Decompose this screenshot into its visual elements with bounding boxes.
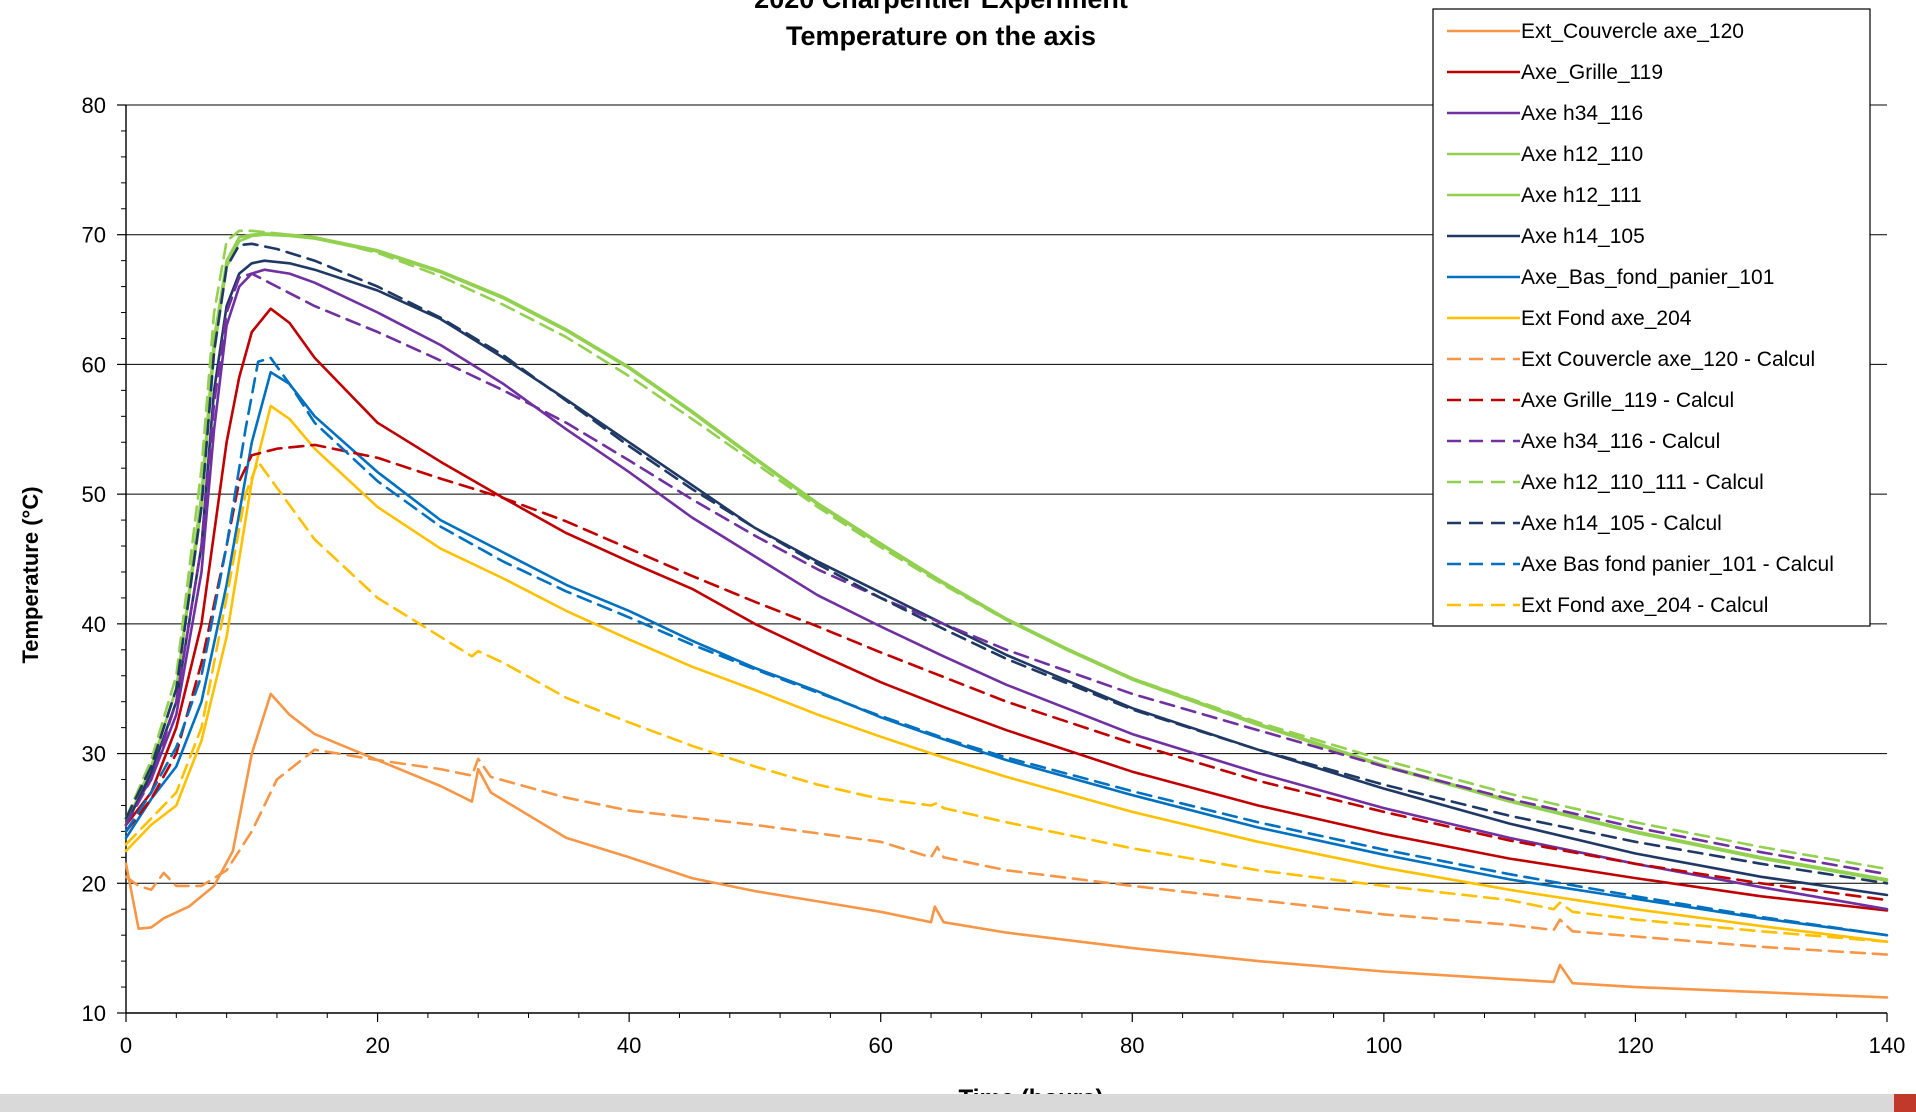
legend-label: Axe h12_111 [1521,184,1642,207]
y-tick-label: 20 [82,871,106,896]
series-line-9 [124,748,1889,956]
chart-title-top: 2020 Charpentier Experiment [754,0,1128,14]
series-line-14 [124,356,1889,937]
legend-label: Axe Bas fond panier_101 - Calcul [1521,553,1834,576]
x-tick-label: 40 [617,1033,641,1058]
x-tick-label: 140 [1869,1033,1906,1058]
series-line-12 [124,229,1889,871]
x-tick-label: 0 [120,1033,132,1058]
legend-label: Ext Fond axe_204 [1521,307,1692,330]
series-line-2 [124,307,1889,912]
footer-bar [0,1094,1916,1112]
y-tick-label: 80 [82,93,106,118]
series-line-10 [124,443,1889,902]
legend-label: Axe h14_105 [1521,225,1645,248]
y-tick-label: 60 [82,352,106,377]
y-tick-label: 10 [82,1001,106,1026]
x-tick-label: 80 [1120,1033,1144,1058]
x-tick-label: 120 [1617,1033,1654,1058]
x-tick-label: 100 [1365,1033,1402,1058]
legend-label: Axe h12_110_111 - Calcul [1521,471,1764,494]
y-tick-label: 70 [82,223,106,248]
legend-label: Ext_Couvercle axe_120 [1521,20,1744,43]
series-lines [124,229,1889,999]
y-axis-label: Temperature (°C) [18,486,43,663]
footer-accent [1894,1094,1916,1112]
series-line-11 [124,272,1889,876]
series-line-1 [124,692,1889,999]
axes: 10 20 30 40 50 60 70 80 0 20 40 60 80 100 120 140 [82,93,1906,1058]
y-tick-label: 50 [82,482,106,507]
chart-title: Temperature on the axis [786,21,1096,51]
series-line-13 [124,242,1889,885]
legend-label: Axe_Grille_119 [1521,61,1663,84]
legend-label: Axe_Bas_fond_panier_101 [1521,266,1774,289]
y-tick-label: 30 [82,742,106,767]
legend-label: Ext Couvercle axe_120 - Calcul [1521,348,1815,371]
legend-label: Axe h34_116 [1521,102,1643,125]
legend-label: Ext Fond axe_204 - Calcul [1521,594,1768,617]
series-line-8 [124,404,1889,943]
x-tick-label: 60 [868,1033,892,1058]
legend-label: Axe h14_105 - Calcul [1521,512,1722,535]
legend-label: Axe h12_110 [1521,143,1643,166]
x-tick-label: 20 [365,1033,389,1058]
series-line-3 [124,268,1889,911]
legend-label: Axe Grille_119 - Calcul [1521,389,1734,412]
series-line-7 [124,370,1889,937]
series-line-15 [124,460,1889,943]
y-tick-label: 40 [82,612,106,637]
legend: Ext_Couvercle axe_120 Axe_Grille_119 Axe h… [1432,8,1871,627]
legend-label: Axe h34_116 - Calcul [1521,430,1720,453]
